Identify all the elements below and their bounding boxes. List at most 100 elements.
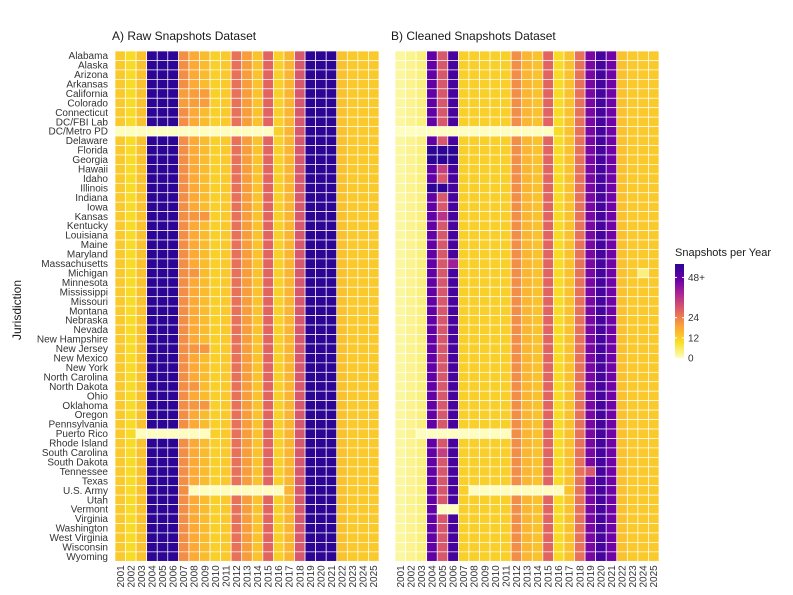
heatmap-cell <box>294 542 306 553</box>
heatmap-cell <box>405 135 417 146</box>
heatmap-cell <box>458 296 470 307</box>
x-tick-label: 2017 <box>285 565 296 588</box>
heatmap-cell <box>489 485 501 496</box>
heatmap-cell <box>325 400 338 411</box>
heatmap-cell <box>574 409 586 420</box>
heatmap-cell <box>220 324 232 335</box>
heatmap-cell <box>394 343 406 354</box>
heatmap-cell <box>405 268 417 279</box>
heatmap-cell <box>500 447 512 458</box>
heatmap-cell <box>241 286 253 298</box>
heatmap-cell <box>542 50 554 61</box>
y-tick-label: Nebraska <box>65 316 108 327</box>
heatmap-cell <box>394 97 406 109</box>
heatmap-cell <box>436 409 449 420</box>
heatmap-cell <box>553 164 565 175</box>
heatmap-cell <box>468 258 480 269</box>
heatmap-cell <box>405 457 417 468</box>
heatmap-cell <box>262 145 274 156</box>
heatmap-cell <box>595 258 607 269</box>
heatmap-cell <box>500 409 512 420</box>
heatmap-cell <box>426 513 438 524</box>
heatmap-cell <box>479 286 491 298</box>
heatmap-cell <box>325 551 338 562</box>
heatmap-cell <box>336 371 348 383</box>
heatmap-cell <box>368 409 380 420</box>
heatmap-cell <box>626 249 639 260</box>
heatmap-cell <box>241 97 253 109</box>
heatmap-cell <box>156 211 169 222</box>
heatmap-cell <box>220 400 232 411</box>
heatmap-cell <box>436 353 449 364</box>
heatmap-cell <box>626 154 639 165</box>
heatmap-cell <box>209 542 221 553</box>
heatmap-cell <box>346 371 359 383</box>
heatmap-cell <box>500 400 512 411</box>
heatmap-cell <box>230 485 243 496</box>
heatmap-cell <box>510 50 523 61</box>
heatmap-cell <box>188 457 200 468</box>
heatmap-cell <box>146 475 158 487</box>
heatmap-cell <box>188 532 200 543</box>
heatmap-cell <box>574 116 586 127</box>
heatmap-cell <box>563 220 575 231</box>
heatmap-cell <box>574 362 586 373</box>
heatmap-cell <box>521 60 533 71</box>
heatmap-cell <box>531 457 544 468</box>
heatmap-cell <box>357 201 369 212</box>
heatmap-cell <box>283 296 295 307</box>
heatmap-cell <box>584 334 596 345</box>
heatmap-cell <box>178 116 190 127</box>
heatmap-cell <box>626 353 639 364</box>
heatmap-cell <box>199 353 211 364</box>
heatmap-cell <box>135 466 148 477</box>
heatmap-cell <box>500 182 512 194</box>
heatmap-cell <box>489 182 501 194</box>
heatmap-cell <box>230 457 243 468</box>
heatmap-cell <box>273 182 285 194</box>
heatmap-cell <box>336 485 348 496</box>
heatmap-cell <box>405 258 417 269</box>
heatmap-cell <box>325 201 338 212</box>
heatmap-cell <box>521 513 533 524</box>
heatmap-cell <box>178 409 190 420</box>
heatmap-cell <box>209 60 221 71</box>
heatmap-cell <box>262 69 274 80</box>
heatmap-cell <box>156 60 169 71</box>
heatmap-cell <box>458 164 470 175</box>
heatmap-cell <box>336 428 348 439</box>
heatmap-cell <box>500 315 512 326</box>
heatmap-cell <box>553 60 565 71</box>
heatmap-cell <box>553 154 565 165</box>
heatmap-cell <box>368 249 380 260</box>
heatmap-cell <box>125 494 137 505</box>
heatmap-cell <box>637 286 649 298</box>
heatmap-cell <box>368 504 380 515</box>
heatmap-cell <box>283 211 295 222</box>
heatmap-cell <box>479 116 491 127</box>
heatmap-cell <box>294 258 306 269</box>
heatmap-cell <box>605 97 618 109</box>
heatmap-cell <box>648 211 660 222</box>
heatmap-cell <box>479 504 491 515</box>
heatmap-cell <box>500 220 512 231</box>
heatmap-cell <box>220 211 232 222</box>
heatmap-cell <box>114 466 126 477</box>
heatmap-cell <box>394 126 406 137</box>
heatmap-cell <box>637 532 649 543</box>
heatmap-cell <box>220 494 232 505</box>
heatmap-cell <box>188 126 200 137</box>
heatmap-cell <box>368 173 380 184</box>
x-tick-label: 2023 <box>628 565 639 588</box>
heatmap-cell <box>415 324 428 335</box>
heatmap-cell <box>542 504 554 515</box>
heatmap-cell <box>479 249 491 260</box>
heatmap-cell <box>553 353 565 364</box>
x-tick-label: 2021 <box>607 565 618 588</box>
heatmap-cell <box>637 97 649 109</box>
heatmap-cell <box>304 475 316 487</box>
heatmap-cell <box>458 475 470 487</box>
heatmap-cell <box>262 438 274 449</box>
heatmap-cell <box>251 173 264 184</box>
heatmap-cell <box>156 362 169 373</box>
